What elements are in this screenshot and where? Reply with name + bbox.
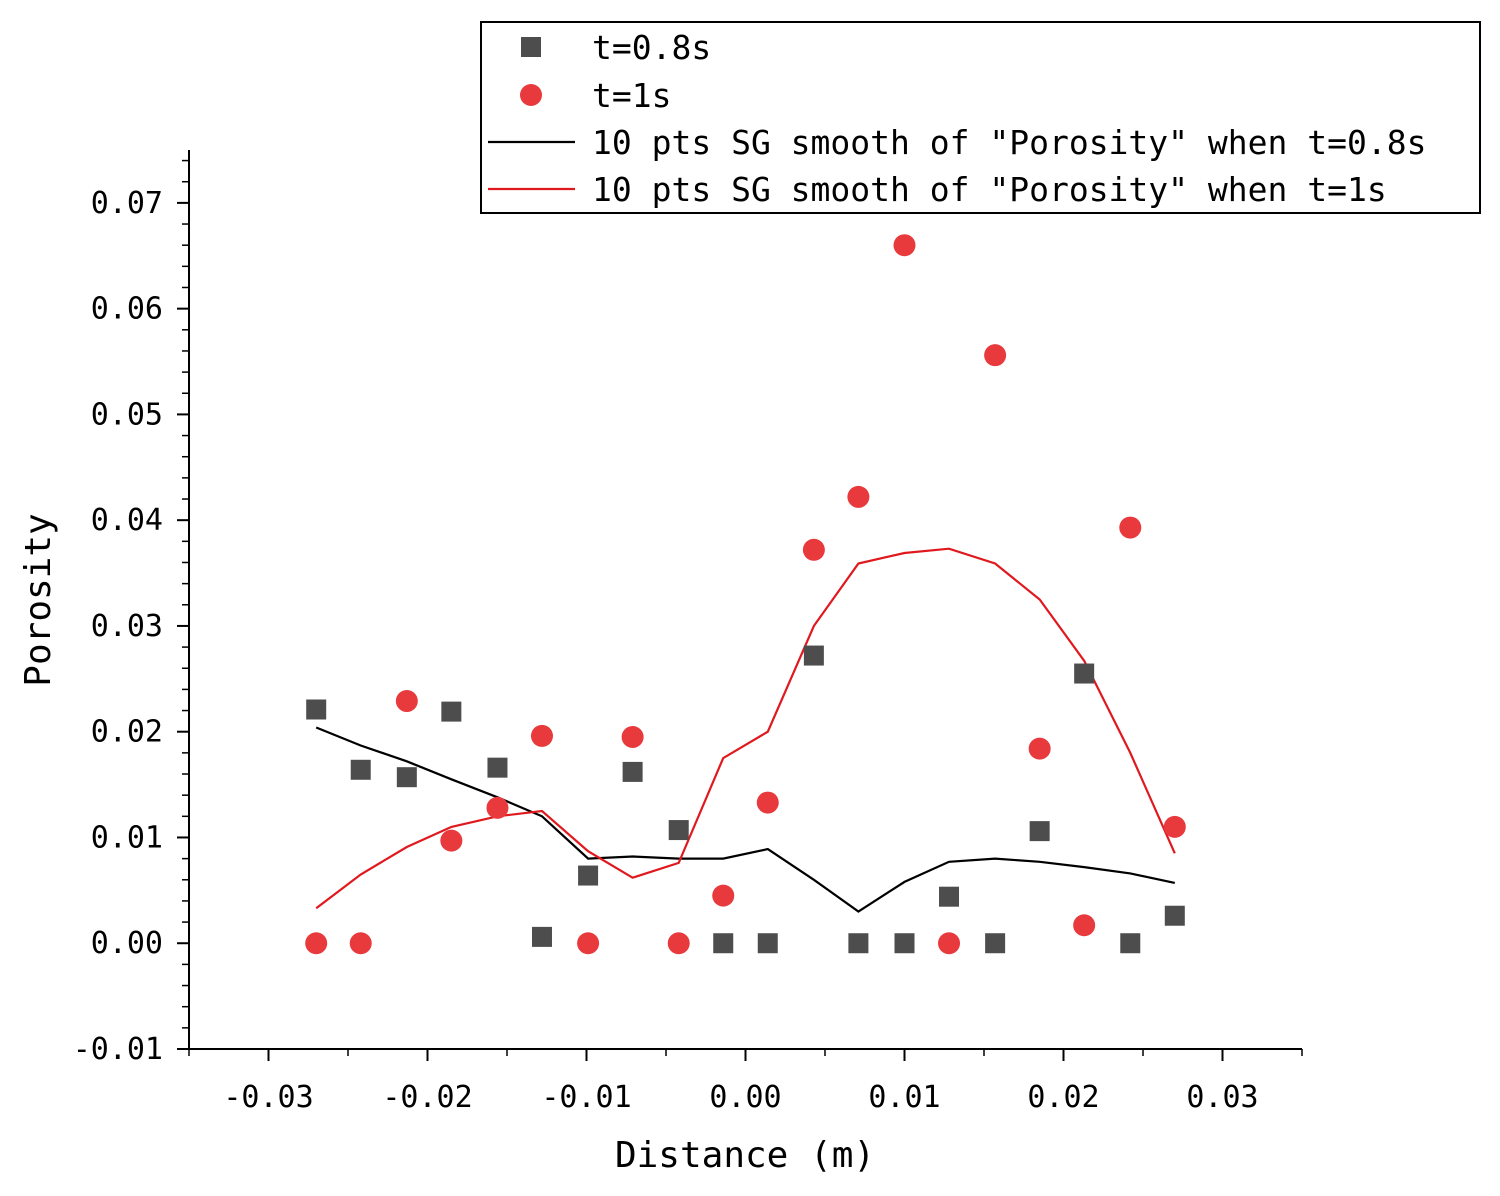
point-t1s <box>984 344 1007 367</box>
smooth-line-t1s <box>315 547 1176 910</box>
point-t0-8s <box>306 699 327 720</box>
point-t0-8s <box>803 645 824 666</box>
plot-area <box>305 234 1186 955</box>
point-t1s <box>1028 737 1051 760</box>
point-t1s <box>621 725 644 748</box>
axes: -0.01 0.00 0.01 0.02 0.03 0.04 0.05 0.06 0.07 -0.… <box>73 150 1303 1115</box>
point-t1s <box>1119 516 1142 539</box>
legend-label: t=0.8s <box>592 28 711 67</box>
legend-label: t=1s <box>592 76 671 115</box>
point-t1s <box>349 932 372 955</box>
x-axis-title: Distance (m) <box>615 1135 875 1176</box>
y-tick-label: -0.01 <box>73 1032 163 1067</box>
point-t0-8s <box>848 933 869 954</box>
point-t1s <box>440 829 463 852</box>
y-tick-label: 0.00 <box>91 926 163 961</box>
x-tick-label: 0.01 <box>868 1080 940 1115</box>
point-t1s <box>847 485 870 508</box>
x-tick-label: 0.02 <box>1027 1080 1099 1115</box>
point-t0-8s <box>713 933 734 954</box>
y-tick-label: 0.07 <box>91 186 163 221</box>
point-t0-8s <box>531 926 552 947</box>
point-t1s <box>577 932 600 955</box>
point-t1s <box>938 932 961 955</box>
point-t0-8s <box>939 886 960 907</box>
y-tick-label: 0.02 <box>91 715 163 750</box>
y-tick-label: 0.03 <box>91 609 163 644</box>
y-tick-label: 0.05 <box>91 397 163 432</box>
point-t0-8s <box>1029 821 1050 842</box>
point-t1s <box>1073 914 1096 937</box>
point-t1s <box>756 791 779 814</box>
point-t0-8s <box>350 759 371 780</box>
point-t1s <box>712 884 735 907</box>
point-t0-8s <box>894 933 915 954</box>
point-t1s <box>486 796 509 819</box>
x-tick-label: -0.01 <box>541 1080 631 1115</box>
point-t0-8s <box>441 701 462 722</box>
legend: t=0.8s t=1s 10 pts SG smooth of "Porosity"… <box>480 21 1481 214</box>
point-t0-8s <box>985 933 1006 954</box>
point-t0-8s <box>622 761 643 782</box>
point-t1s <box>305 932 328 955</box>
legend-marker-circle <box>520 84 542 106</box>
x-tick-label: -0.03 <box>223 1080 313 1115</box>
x-tick-label: -0.02 <box>382 1080 472 1115</box>
y-axis-title: Porosity <box>18 513 59 686</box>
point-t0-8s <box>487 757 508 778</box>
y-tick-label: 0.01 <box>91 820 163 855</box>
point-t1s <box>395 690 418 713</box>
point-t0-8s <box>578 865 599 886</box>
point-t0-8s <box>1074 663 1095 684</box>
point-t0-8s <box>757 933 778 954</box>
point-t1s <box>667 932 690 955</box>
x-tick-label: 0.00 <box>709 1080 781 1115</box>
legend-label: 10 pts SG smooth of "Porosity" when t=0.… <box>592 123 1426 162</box>
legend-label: 10 pts SG smooth of "Porosity" when t=1s <box>592 170 1387 209</box>
smooth-line-t0-8s <box>315 726 1176 913</box>
point-t0-8s <box>1120 933 1141 954</box>
point-t1s <box>893 234 916 257</box>
point-t0-8s <box>1164 905 1185 926</box>
y-tick-label: 0.06 <box>91 292 163 327</box>
legend-marker-square <box>521 37 541 57</box>
point-t0-8s <box>668 820 689 841</box>
legend-box <box>480 21 1481 214</box>
point-t1s <box>802 538 825 561</box>
point-t1s <box>1163 815 1186 838</box>
x-tick-label: 0.03 <box>1186 1080 1258 1115</box>
point-t0-8s <box>396 767 417 788</box>
y-tick-label: 0.04 <box>91 503 163 538</box>
point-t1s <box>530 724 553 747</box>
